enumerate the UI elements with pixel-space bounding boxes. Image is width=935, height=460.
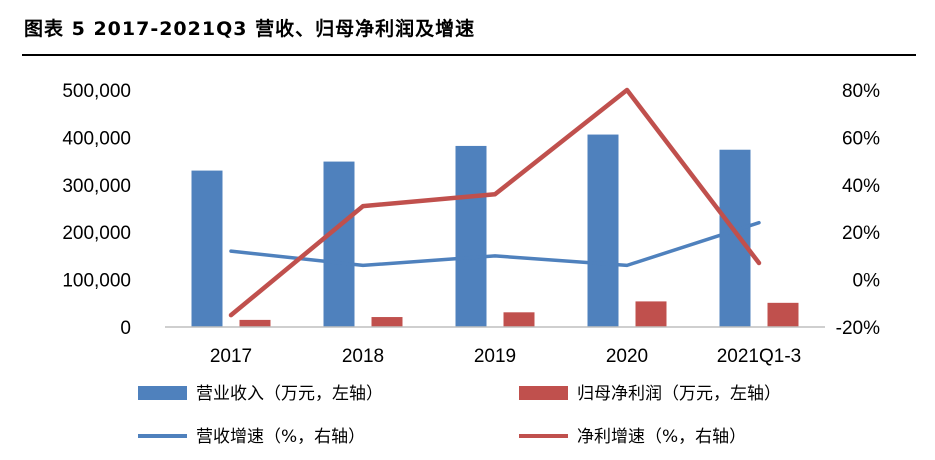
legend-item: 净利增速（%，右轴） (519, 427, 746, 447)
net-profit-bar (371, 317, 403, 327)
left-axis-ticks: 0 100,000 200,000 300,000 400,000 500,000 (62, 81, 131, 339)
category-label: 2018 (342, 346, 384, 367)
category-label: 2019 (474, 346, 516, 367)
legend-label: 归母净利润（万元，左轴） (577, 384, 781, 404)
left-tick-label: 300,000 (62, 176, 131, 197)
revenue-bar (323, 161, 355, 327)
left-tick-label: 200,000 (62, 223, 131, 244)
right-tick-label: 40% (842, 176, 880, 197)
legend-label: 营收增速（%，右轴） (196, 427, 365, 447)
left-tick-label: 0 (120, 318, 131, 339)
net-profit-bar (239, 319, 271, 327)
right-tick-label: 60% (842, 128, 880, 149)
profit-growth-line (228, 87, 762, 318)
legend-label: 营业收入（万元，左轴） (196, 384, 383, 404)
net-profit-bar (767, 302, 799, 327)
category-label: 2020 (606, 346, 648, 367)
bar-layer (191, 134, 799, 327)
right-tick-label: 0% (853, 271, 881, 292)
revenue-bar (191, 170, 223, 327)
legend-item: 营业收入（万元，左轴） (138, 384, 383, 404)
line-layer (228, 87, 762, 318)
right-tick-label: 80% (842, 81, 880, 102)
revenue-growth-line (229, 220, 761, 268)
legend-item: 营收增速（%，右轴） (138, 427, 365, 447)
right-tick-label: 20% (842, 223, 880, 244)
left-tick-label: 400,000 (62, 128, 131, 149)
revenue-bar (719, 149, 751, 327)
right-axis-ticks: -20% 0% 20% 40% 60% 80% (836, 81, 880, 339)
right-tick-label: -20% (836, 318, 880, 339)
legend-swatch (138, 386, 187, 400)
category-labels: 2017 2018 2019 2020 2021Q1-3 (210, 346, 801, 367)
legend-swatch (519, 386, 568, 400)
left-tick-label: 100,000 (62, 271, 131, 292)
left-tick-label: 500,000 (62, 81, 131, 102)
title-underline (22, 54, 916, 56)
revenue-bar (455, 145, 487, 327)
legend: 营业收入（万元，左轴） 归母净利润（万元，左轴） 营收增速（%，右轴） 净利增速（%，… (138, 384, 781, 447)
net-profit-bar (503, 312, 535, 327)
category-label: 2017 (210, 346, 252, 367)
category-label: 2021Q1-3 (717, 346, 802, 367)
chart-title: 图表 5 2017-2021Q3 营收、归母净利润及增速 (24, 18, 476, 40)
legend-item: 归母净利润（万元，左轴） (519, 384, 781, 404)
net-profit-bar (635, 301, 667, 327)
legend-label: 净利增速（%，右轴） (577, 427, 746, 447)
revenue-bar (587, 134, 619, 327)
